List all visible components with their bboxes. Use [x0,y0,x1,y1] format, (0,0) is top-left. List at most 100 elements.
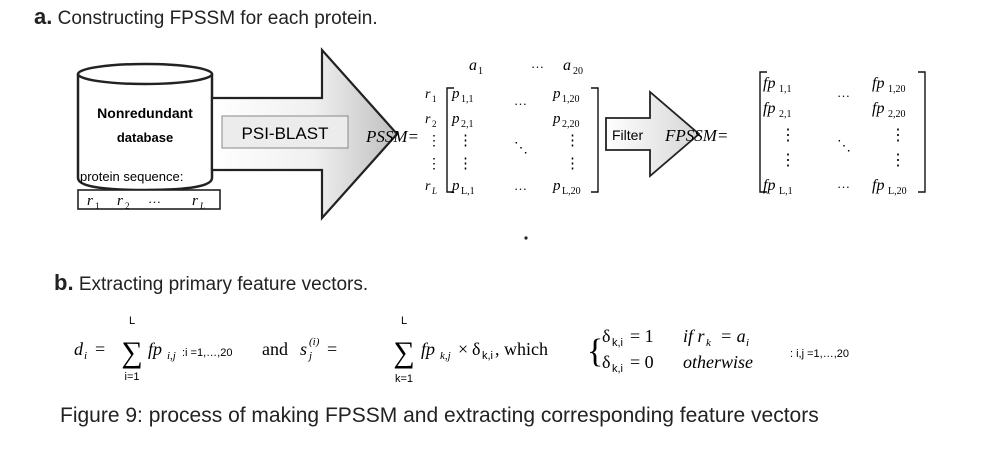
svg-text:i: i [746,337,749,349]
svg-text:…: … [837,176,850,191]
svg-text:⋱: ⋱ [837,139,851,154]
sequence-box [77,189,221,210]
svg-text:1,1: 1,1 [461,94,474,105]
svg-text:{: { [587,333,603,370]
svg-text:fp: fp [872,177,884,194]
svg-text:⋮: ⋮ [780,127,796,144]
psi-blast-label: PSI-BLAST [242,124,329,143]
svg-text:L: L [401,315,407,327]
svg-text:1,1: 1,1 [779,84,792,95]
svg-text:r: r [425,179,431,194]
svg-text:2,1: 2,1 [461,119,474,130]
svg-text:k,j: k,j [440,350,451,362]
svg-text:fp: fp [763,75,775,92]
svg-text:if r: if r [683,326,706,346]
svg-text:L,1: L,1 [779,186,793,197]
svg-text:…: … [837,85,850,100]
svg-text:a: a [563,57,571,74]
section-a-label: a. [34,4,53,29]
fpssm-cells: fp 1,1 fp 2,1 ⋮ ⋮ fp L,1 … ⋱ … fp 1,20 fp 2,2… [763,75,907,197]
svg-text:k,i: k,i [482,350,493,362]
section-b-header: b. Extracting primary feature vectors. [54,270,368,296]
svg-text:δ: δ [602,352,610,372]
svg-text:2,1: 2,1 [779,109,792,120]
svg-text:1: 1 [432,94,437,104]
svg-text:1,20: 1,20 [888,84,906,95]
svg-text:…: … [148,191,161,206]
svg-text:⋮: ⋮ [458,133,473,149]
filter-arrow [605,90,701,178]
svg-text:fp: fp [872,100,884,117]
svg-text:k=1: k=1 [395,373,413,385]
svg-text:r: r [117,193,123,209]
psi-blast-label-box [221,115,349,149]
database-label-1: Nonredundant [97,105,193,121]
svg-text:p: p [451,178,460,194]
svg-text:…: … [514,178,527,193]
svg-text::i =1,…,20: :i =1,…,20 [182,347,232,359]
pssm-left-bracket [446,87,454,193]
svg-text:…: … [514,93,527,108]
svg-text:(i): (i) [309,336,320,348]
svg-text:L: L [129,315,135,327]
svg-text:: i,j =1,…,20: : i,j =1,…,20 [790,348,849,360]
svg-text:= 1: = 1 [630,326,654,346]
svg-text:⋮: ⋮ [890,152,906,169]
svg-text:a: a [469,57,477,74]
section-b-label: b. [54,270,74,295]
svg-text:i=1: i=1 [125,371,140,383]
svg-text:1: 1 [95,201,100,211]
svg-text:fp: fp [872,75,884,92]
fpssm-diagram: Nonredundant database protein sequence: … [76,47,926,240]
svg-text:p: p [451,111,460,127]
svg-text:δ: δ [472,339,480,359]
svg-text:d: d [74,339,84,359]
svg-text:2,20: 2,20 [888,109,906,120]
svg-text:1: 1 [478,66,483,77]
svg-text:2: 2 [125,201,130,211]
svg-text:fp: fp [763,100,775,117]
svg-text:⋮: ⋮ [890,127,906,144]
svg-text:p: p [552,86,561,102]
svg-text:= 0: = 0 [630,352,654,372]
svg-text:∑: ∑ [393,336,414,369]
svg-text:L: L [199,201,205,211]
svg-text:r: r [425,87,431,102]
svg-text:⋮: ⋮ [565,133,580,149]
svg-text:L: L [431,186,437,196]
sequence-label: protein sequence: [80,169,183,184]
svg-text:i: i [84,350,87,362]
filter-label: Filter [612,127,643,143]
svg-text:k: k [706,337,712,349]
svg-text:…: … [531,56,544,71]
section-b-title: Extracting primary feature vectors. [78,274,369,295]
svg-text:2,20: 2,20 [562,119,580,130]
svg-text:s: s [300,339,307,359]
svg-text:fp: fp [148,339,162,359]
svg-text:⋮: ⋮ [427,134,441,149]
fpssm-right-bracket [918,71,926,193]
svg-text:k,i: k,i [612,363,623,375]
svg-text:×: × [458,339,468,359]
pssm-right-bracket [591,87,599,193]
svg-text:L,1: L,1 [461,186,475,197]
svg-text:= a: = a [720,326,746,346]
svg-text:r: r [192,193,198,209]
svg-text:⋮: ⋮ [427,157,441,172]
svg-text:=: = [95,339,105,359]
svg-text:r: r [87,193,93,209]
svg-text:⋱: ⋱ [514,141,528,156]
svg-text:, which: , which [495,339,548,359]
svg-text:L,20: L,20 [888,186,907,197]
svg-text:j: j [307,350,312,362]
svg-text:1,20: 1,20 [562,94,580,105]
svg-text:p: p [552,178,561,194]
svg-text:=: = [327,339,337,359]
svg-text:r: r [425,112,431,127]
fpssm-label: FPSSM= [664,126,728,145]
svg-text:i,j: i,j [167,350,176,362]
